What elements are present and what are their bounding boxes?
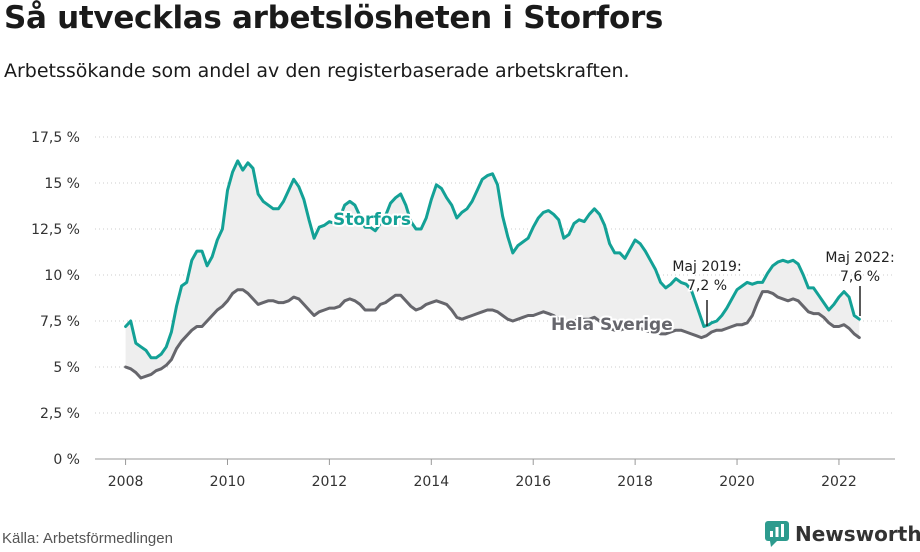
y-tick-label: 15 % [44,176,80,192]
chart-subtitle: Arbetssökande som andel av den registerb… [4,60,630,82]
series-labels: Storfors Hela Sverige [331,208,675,337]
series-label-storfors: Storfors [333,210,411,230]
y-tick-label: 10 % [44,268,80,284]
axis-ticks: 0 % 2,5 % 5 % 7,5 % 10 % 12,5 % 15 % 17,5 % 2008… [31,130,857,490]
y-tick-label: 0 % [53,452,80,468]
chart-logo-icon [765,521,789,547]
newsworthy-logo: Newsworthy [765,519,920,549]
x-tick-label: 2008 [108,474,144,490]
x-tick-label: 2020 [719,474,755,490]
y-tick-label: 12,5 % [31,222,80,238]
annotation-value: 7,6 % [840,269,880,285]
x-tick-label: 2012 [312,474,348,490]
series-line-hela-sverige [124,288,861,380]
series-label-hela-sverige: Hela Sverige [551,315,673,335]
y-tick-label: 5 % [53,360,80,376]
x-tick-label: 2018 [617,474,653,490]
x-tick-label: 2016 [515,474,551,490]
x-tick-label: 2022 [821,474,857,490]
annotation-value: 7,2 % [687,278,727,294]
series-lines [124,159,861,380]
y-tick-label: 2,5 % [40,406,80,422]
brand-name: Newsworthy [795,522,920,546]
x-tick-label: 2010 [210,474,246,490]
series-line-storfors [124,159,861,360]
x-tick-label: 2014 [413,474,449,490]
source-note: Källa: Arbetsförmedlingen [2,530,173,547]
annotations: Maj 2019: 7,2 % Maj 2022: 7,6 % [671,249,896,326]
y-tick-label: 7,5 % [40,314,80,330]
gap-band-area [125,160,860,378]
annotation-label: Maj 2019: [672,259,741,275]
chart-title: Så utvecklas arbetslösheten i Storfors [4,0,664,36]
y-tick-label: 17,5 % [31,130,80,146]
annotation-label: Maj 2022: [825,250,894,266]
